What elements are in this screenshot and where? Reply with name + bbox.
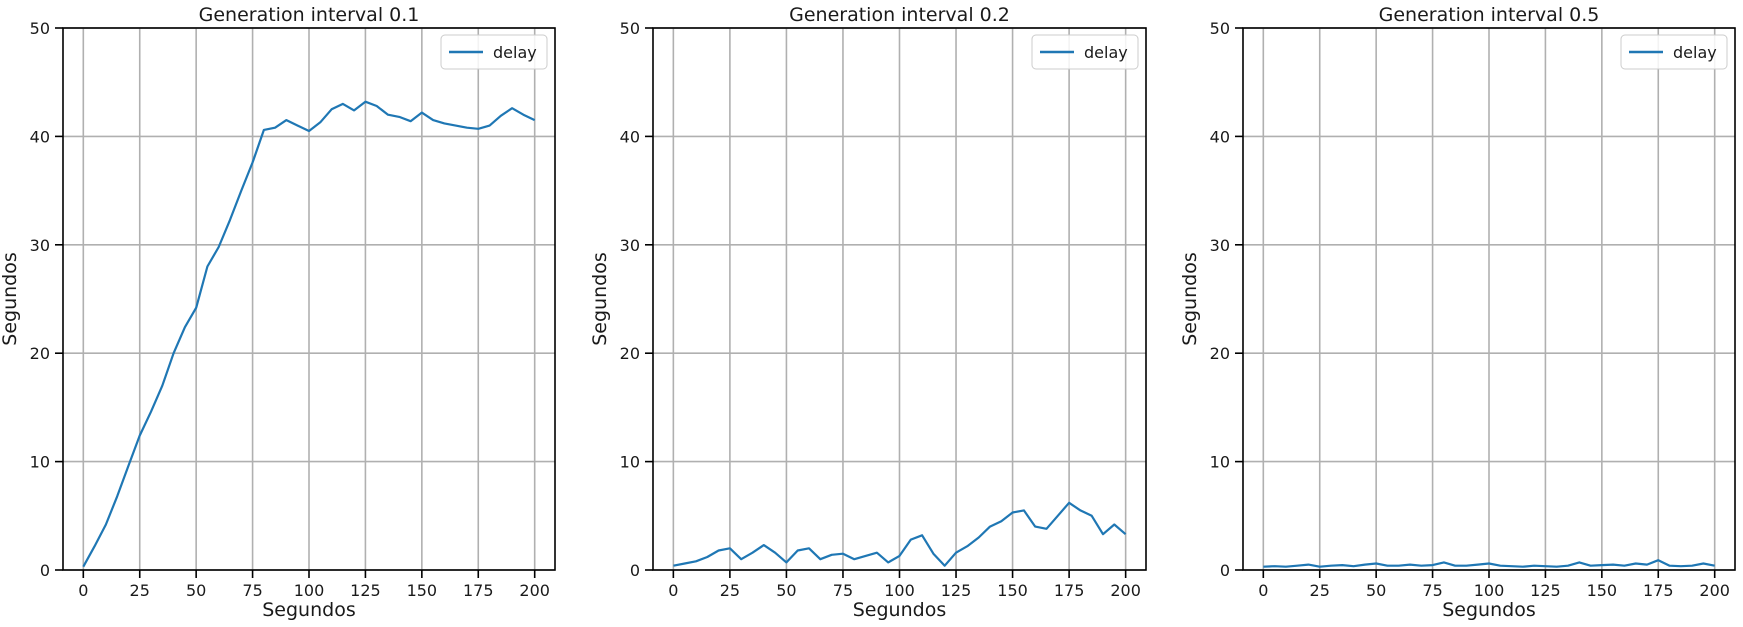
y-tick-label: 30 (1210, 236, 1230, 255)
legend-label: delay (1084, 43, 1128, 62)
y-tick-label: 50 (1210, 19, 1230, 38)
delay-series-line (82, 100, 536, 568)
x-tick-label: 25 (130, 581, 150, 600)
delay-series-line (1263, 559, 1715, 568)
y-axis-label: Segundos (589, 252, 611, 345)
x-tick-label: 125 (941, 581, 972, 600)
x-tick-label: 150 (1587, 581, 1618, 600)
x-tick-label: 200 (1110, 581, 1141, 600)
y-tick-label: 40 (1210, 127, 1230, 146)
x-tick-label: 150 (407, 581, 438, 600)
legend-box (1031, 34, 1139, 70)
y-tick-label: 20 (1210, 344, 1230, 363)
x-tick-label: 25 (720, 581, 740, 600)
x-tick-label: 0 (1258, 581, 1268, 600)
y-tick-label: 20 (30, 344, 50, 363)
y-axis-label: Segundos (1179, 252, 1201, 345)
legend-label: delay (1673, 43, 1717, 62)
y-tick-label: 0 (630, 561, 640, 580)
legend-box (1620, 34, 1728, 70)
y-tick-label: 50 (620, 19, 640, 38)
y-tick-label: 10 (30, 453, 50, 472)
y-tick-label: 10 (620, 453, 640, 472)
chart-panel-2: 0 25 50 75 100 125 150 175 200 0 10 20 30 40 50 Generat… (589, 4, 1147, 621)
x-tick-label: 50 (1366, 581, 1386, 600)
x-tick-label: 75 (833, 581, 853, 600)
x-tick-label: 25 (1310, 581, 1330, 600)
chart-title: Generation interval 0.1 (199, 4, 420, 26)
legend: delay (1620, 34, 1728, 70)
y-tick-label: 0 (1220, 561, 1230, 580)
x-tick-label: 175 (463, 581, 494, 600)
chart-panel-1: 0 25 50 75 100 125 150 175 200 0 10 20 30 40 50 Generat… (0, 4, 556, 621)
x-tick-label: 100 (294, 581, 325, 600)
y-tick-label: 40 (620, 127, 640, 146)
x-tick-label: 150 (997, 581, 1028, 600)
y-tick-label: 40 (30, 127, 50, 146)
y-tick-label: 30 (30, 236, 50, 255)
x-axis-label: Segundos (1442, 599, 1535, 621)
legend: delay (440, 34, 548, 70)
y-axis-label: Segundos (0, 252, 21, 345)
x-tick-label: 200 (519, 581, 550, 600)
y-tick-label: 20 (620, 344, 640, 363)
x-tick-label: 75 (1422, 581, 1442, 600)
x-tick-label: 175 (1643, 581, 1674, 600)
legend-box (440, 34, 548, 70)
x-tick-label: 100 (1474, 581, 1505, 600)
x-tick-label: 0 (78, 581, 88, 600)
y-tick-label: 50 (30, 19, 50, 38)
legend: delay (1031, 34, 1139, 70)
x-axis-label: Segundos (853, 599, 946, 621)
x-tick-label: 200 (1699, 581, 1730, 600)
chart-title: Generation interval 0.5 (1379, 4, 1600, 26)
y-tick-label: 0 (40, 561, 50, 580)
x-tick-label: 75 (242, 581, 262, 600)
x-tick-label: 0 (668, 581, 678, 600)
delay-series-line (673, 501, 1127, 567)
legend-label: delay (493, 43, 537, 62)
x-axis-label: Segundos (262, 599, 355, 621)
y-tick-label: 10 (1210, 453, 1230, 472)
chart-title: Generation interval 0.2 (789, 4, 1010, 26)
x-tick-label: 100 (884, 581, 915, 600)
x-tick-label: 175 (1054, 581, 1085, 600)
chart-panel-3: 0 25 50 75 100 125 150 175 200 0 10 20 30 40 50 Generat… (1179, 4, 1736, 621)
x-tick-label: 125 (350, 581, 381, 600)
x-tick-label: 125 (1530, 581, 1561, 600)
y-tick-label: 30 (620, 236, 640, 255)
x-tick-label: 50 (776, 581, 796, 600)
x-tick-label: 50 (186, 581, 206, 600)
